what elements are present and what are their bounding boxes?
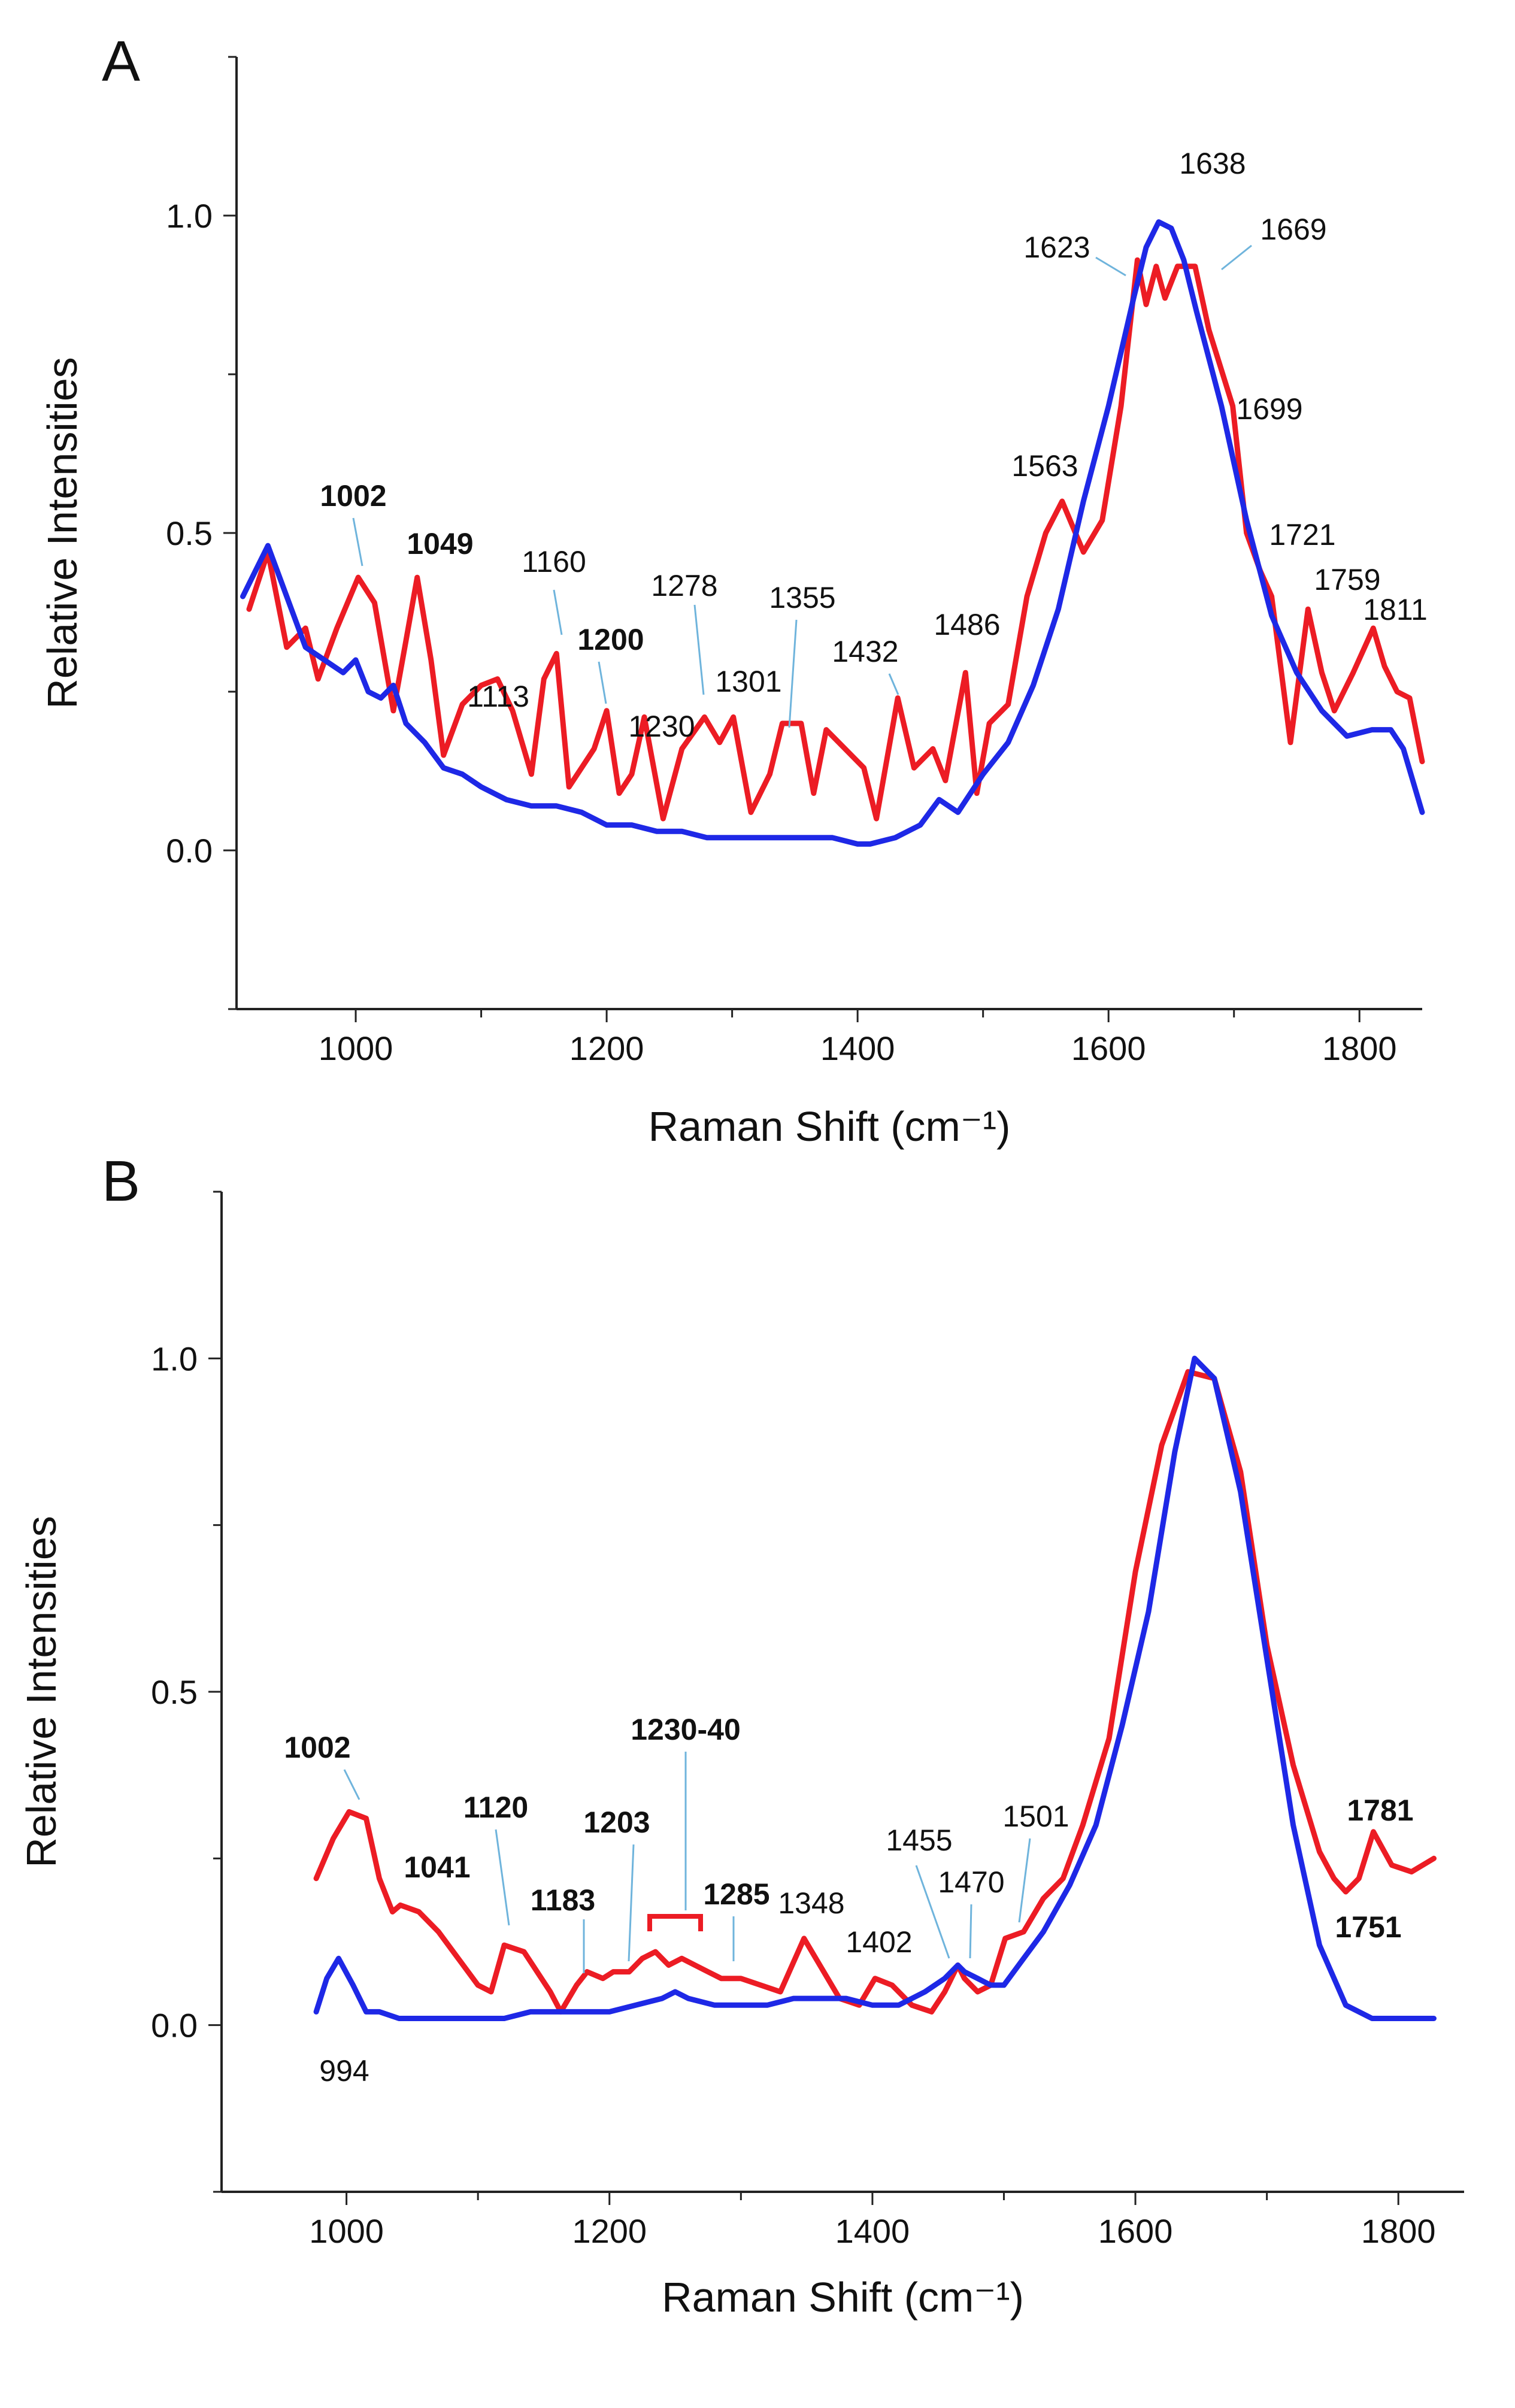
panel-a-peak-label-1759: 1759	[1314, 563, 1380, 596]
panel-a-peak-label-1301: 1301	[715, 665, 781, 698]
panel-b-leader-1120	[495, 1829, 510, 1926]
panel-a-y-axis-label: Relative Intensities	[39, 357, 86, 709]
panel-b-peak-label-1501: 1501	[1002, 1800, 1069, 1833]
panel-b-peak-label-1781: 1781	[1347, 1794, 1413, 1827]
panel-a-leader-1355	[788, 619, 798, 728]
panel-a-peak-label-1160: 1160	[522, 545, 586, 578]
panel-a-peak-label-1200: 1200	[577, 623, 644, 656]
panel-a-peak-label-1811: 1811	[1363, 593, 1428, 626]
panel-a-peak-label-1278: 1278	[651, 569, 717, 602]
panel-a-peak-label-1699: 1699	[1236, 392, 1302, 426]
panel-b-x-tick-label: 1800	[1361, 2212, 1436, 2250]
panel-b-leader-1002	[343, 1769, 360, 1800]
panel-b-leader-1470	[969, 1904, 972, 1959]
panel-b-x-tick-label: 1000	[309, 2212, 384, 2250]
panel-b-y-axis-label: Relative Intensities	[18, 1516, 65, 1868]
panel-b-peak-label-1041: 1041	[404, 1850, 470, 1884]
panel-a-leader-1278	[693, 604, 705, 695]
panel-a-peak-label-1230: 1230	[628, 710, 695, 743]
panel-a-peak-label-1669: 1669	[1260, 213, 1326, 246]
panel-b-peak-label-1203: 1203	[583, 1806, 650, 1839]
panel-a-peak-label-1563: 1563	[1011, 449, 1078, 483]
panel-a-peak-label-1623: 1623	[1023, 231, 1090, 264]
panel-b-y-tick-label: 1.0	[151, 1340, 198, 1377]
panel-b-y-tick-label: 0.5	[151, 1673, 198, 1711]
panel-a-y-tick-label: 1.0	[166, 197, 213, 235]
panel-b-peak-label-1230-40: 1230-40	[631, 1713, 741, 1746]
panel-a-leader-1623	[1095, 256, 1126, 277]
panel-a-peak-label-1113: 1113	[467, 680, 529, 713]
panel-a-peak-label-1002: 1002	[320, 479, 386, 513]
panel-b-x-tick-label: 1600	[1098, 2212, 1173, 2250]
panel-a-x-tick-label: 1600	[1071, 1029, 1146, 1067]
panel-b-peak-label-1285: 1285	[703, 1877, 769, 1911]
panel-a-peak-label-1049: 1049	[407, 527, 473, 561]
panel-b-peak-label-1751: 1751	[1335, 1910, 1401, 1944]
panel-a-x-axis-label: Raman Shift (cm⁻¹)	[649, 1103, 1011, 1150]
panel-a-peak-label-1432: 1432	[832, 635, 898, 668]
panel-a-y-tick-label: 0.0	[166, 832, 213, 870]
panel-b-peak-label-1455: 1455	[886, 1824, 952, 1857]
panel-a-series-blue-line	[240, 219, 1425, 847]
panel-a-leader-1160	[553, 589, 563, 635]
panel-a-y-tick-label: 0.5	[166, 514, 213, 552]
panel-a-series-red-line	[246, 257, 1425, 822]
panel-a-leader-1669	[1221, 244, 1252, 271]
panel-b-series-red-line	[313, 1369, 1437, 2015]
panel-b-leader-1455	[915, 1865, 950, 1959]
panel-a-peak-label-1355: 1355	[769, 581, 835, 614]
panel-a-leader-1200	[598, 661, 607, 704]
panel-b-letter: B	[102, 1149, 140, 1213]
panel-b-leader-1501	[1018, 1838, 1031, 1923]
panel-a-peak-label-1721: 1721	[1269, 518, 1335, 552]
panel-a-letter: A	[102, 29, 140, 93]
panel-b-peak-label-1120: 1120	[463, 1791, 528, 1824]
panel-a-leader-1432	[888, 673, 899, 695]
panel-b-leader-1203	[628, 1844, 635, 1962]
panel-b-peak-label-1470: 1470	[938, 1865, 1004, 1899]
panel-b-x-axis-label: Raman Shift (cm⁻¹)	[662, 2274, 1024, 2321]
panel-b-y-tick-label: 0.0	[151, 2007, 198, 2044]
panel-a-x-tick-label: 1000	[319, 1029, 393, 1067]
panel-b-peak-label-1183: 1183	[531, 1883, 595, 1917]
panel-b-x-tick-label: 1400	[835, 2212, 910, 2250]
panel-a-peak-label-1638: 1638	[1179, 147, 1246, 180]
panel-b-peak-label-994: 994	[319, 2054, 369, 2088]
panel-b-bracket-1230-40	[647, 1914, 703, 1931]
panel-a-x-tick-label: 1200	[569, 1029, 644, 1067]
panel-a-leader-1002	[352, 517, 363, 567]
panel-b-x-tick-label: 1200	[572, 2212, 647, 2250]
panel-a-peak-label-1486: 1486	[934, 608, 1000, 641]
panel-a-x-tick-label: 1400	[820, 1029, 895, 1067]
panel-b-peak-label-1402: 1402	[846, 1925, 912, 1959]
panel-b-peak-label-1348: 1348	[778, 1886, 844, 1920]
panel-b-series-blue-line	[313, 1355, 1437, 2021]
panel-b-peak-label-1002: 1002	[284, 1731, 350, 1764]
panel-a-x-tick-label: 1800	[1322, 1029, 1397, 1067]
